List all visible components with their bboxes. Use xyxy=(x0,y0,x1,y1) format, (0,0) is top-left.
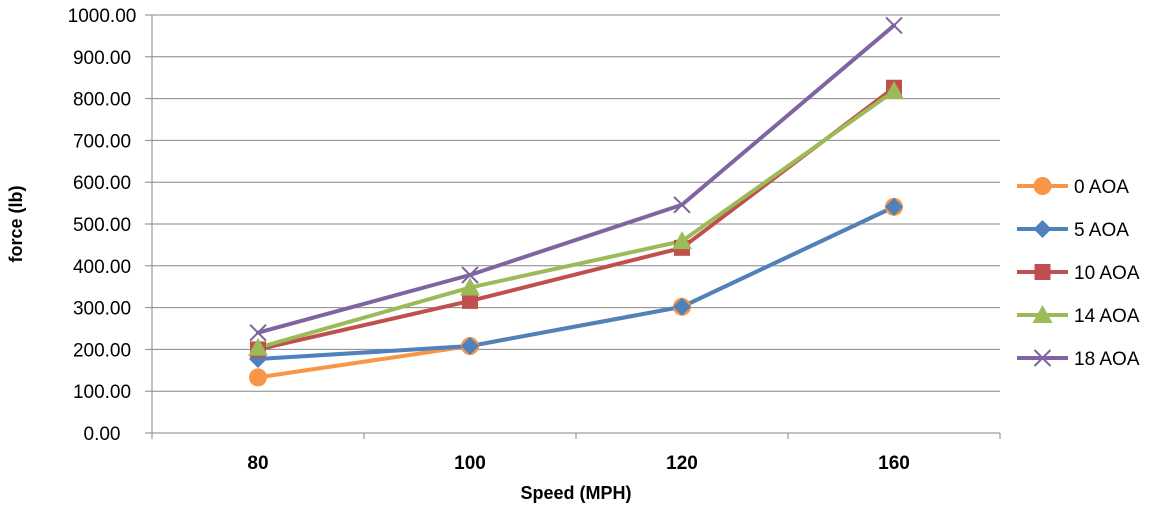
gridlines xyxy=(145,14,1000,434)
legend-item-0-aoa: 0 AOA xyxy=(1017,177,1129,198)
x-tick-label: 160 xyxy=(878,453,910,474)
legend-item-18-aoa: 18 AOA xyxy=(1017,349,1140,370)
data-point-18-aoa xyxy=(461,266,479,284)
legend-label: 14 AOA xyxy=(1074,306,1140,327)
series-line-10-aoa xyxy=(256,85,896,352)
data-point-14-aoa xyxy=(460,277,480,296)
y-tick-label: 200.00 xyxy=(73,340,131,361)
series-markers xyxy=(248,16,904,387)
y-tick-label: 100.00 xyxy=(73,382,131,403)
data-point-18-aoa xyxy=(673,196,691,214)
x-tick-label: 120 xyxy=(666,453,698,474)
x-tick-label: 100 xyxy=(454,453,486,474)
y-tick-label: 0.00 xyxy=(84,424,121,445)
y-tick-label: 900.00 xyxy=(73,48,131,69)
data-point-14-aoa xyxy=(884,81,904,100)
data-point-0-aoa xyxy=(249,368,267,387)
legend-marker xyxy=(1033,220,1052,238)
y-tick-label: 800.00 xyxy=(73,90,131,111)
legend-item-14-aoa: 14 AOA xyxy=(1017,305,1140,327)
y-tick-label: 1000.00 xyxy=(68,6,137,27)
data-point-5-aoa xyxy=(461,337,479,356)
y-axis-title: force (lb) xyxy=(6,185,26,262)
data-point-18-aoa xyxy=(885,16,903,35)
legend-label: 10 AOA xyxy=(1074,263,1140,284)
series-lines xyxy=(256,23,896,380)
data-point-5-aoa xyxy=(673,297,691,316)
y-tick-label: 400.00 xyxy=(73,257,131,278)
y-tick-label: 700.00 xyxy=(73,131,131,152)
legend-marker xyxy=(1033,349,1052,367)
x-tick-labels: 80 100 120 160 xyxy=(247,453,909,474)
legend-item-10-aoa: 10 AOA xyxy=(1017,263,1140,284)
y-tick-label: 600.00 xyxy=(73,173,131,194)
legend-label: 0 AOA xyxy=(1074,177,1129,198)
y-tick-labels: 0.00 100.00 200.00 300.00 400.00 500.00 600.00… xyxy=(68,6,137,445)
series-line-14-aoa xyxy=(256,89,896,350)
data-point-14-aoa xyxy=(248,337,268,356)
legend-label: 5 AOA xyxy=(1074,220,1129,241)
legend-item-5-aoa: 5 AOA xyxy=(1017,220,1129,241)
legend: 0 AOA 5 AOA 10 AOA 14 AOA 18 AOA xyxy=(1017,177,1140,370)
x-axis-title: Speed (MPH) xyxy=(520,483,631,503)
series-line-18-aoa xyxy=(256,23,896,335)
legend-marker xyxy=(1032,305,1053,323)
axes xyxy=(151,15,1001,439)
series-line-5-aoa xyxy=(256,204,896,362)
data-point-5-aoa xyxy=(885,197,903,216)
legend-marker xyxy=(1033,177,1052,195)
legend-label: 18 AOA xyxy=(1074,349,1140,370)
legend-marker xyxy=(1034,264,1051,280)
x-tick-label: 80 xyxy=(247,453,268,474)
data-point-18-aoa xyxy=(249,323,267,342)
y-tick-label: 500.00 xyxy=(73,215,131,236)
data-point-10-aoa xyxy=(462,292,478,309)
data-point-14-aoa xyxy=(672,231,692,250)
y-tick-label: 300.00 xyxy=(73,299,131,320)
